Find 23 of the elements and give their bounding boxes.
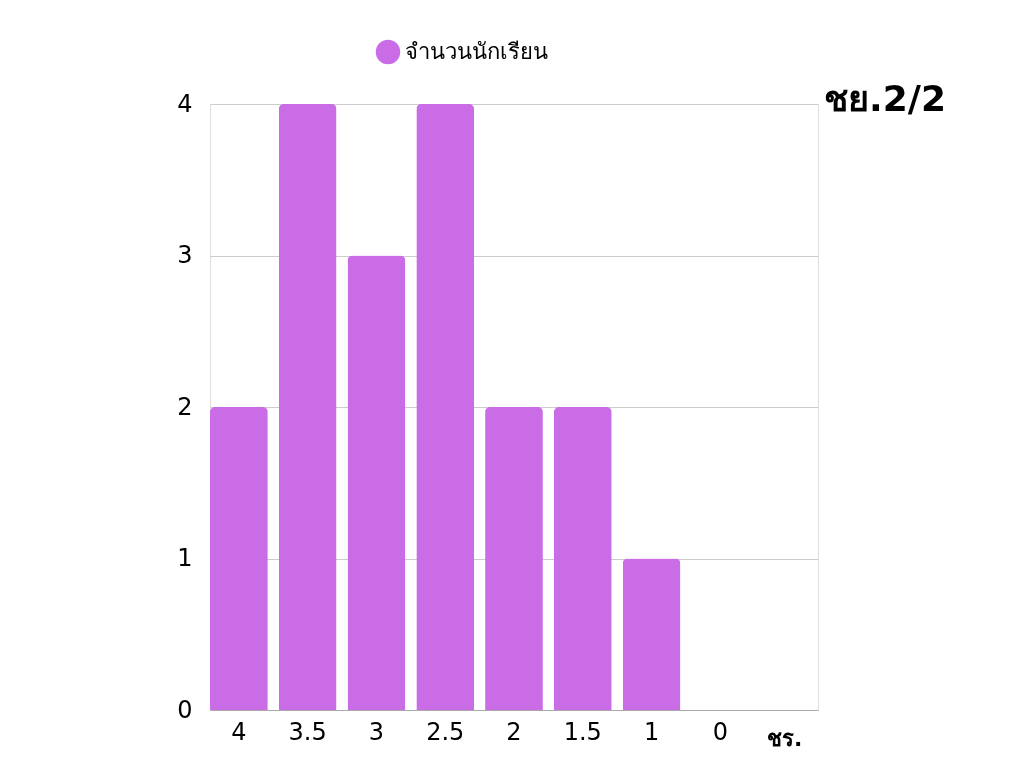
bar [553,407,612,710]
bar [347,255,406,710]
x-tick-label: 1 [643,717,660,746]
bar [210,407,268,710]
x-tick-label: 2.5 [426,717,465,746]
text: ชย.2/2 [824,78,946,119]
bar [485,407,543,710]
x-axis-title: ชร. [767,725,803,751]
y-tick-label: 2 [177,392,193,421]
bar [416,104,475,710]
x-tick-label: 2 [506,717,522,746]
y-tick-label: 3 [177,241,193,269]
x-tick-label: 3.5 [288,717,327,746]
y-tick-label: 1 [177,544,193,572]
bar [622,558,681,710]
x-tick-label: 0 [712,717,728,746]
x-tick-label: 1.5 [563,717,602,746]
x-tick-label: 3 [368,717,385,746]
bar [278,104,337,710]
y-tick-label: 0 [177,695,193,724]
x-tick-label: 4 [231,717,247,746]
y-tick-label: 4 [177,89,193,118]
legend-label: จำนวนนักเรียน [405,39,548,64]
